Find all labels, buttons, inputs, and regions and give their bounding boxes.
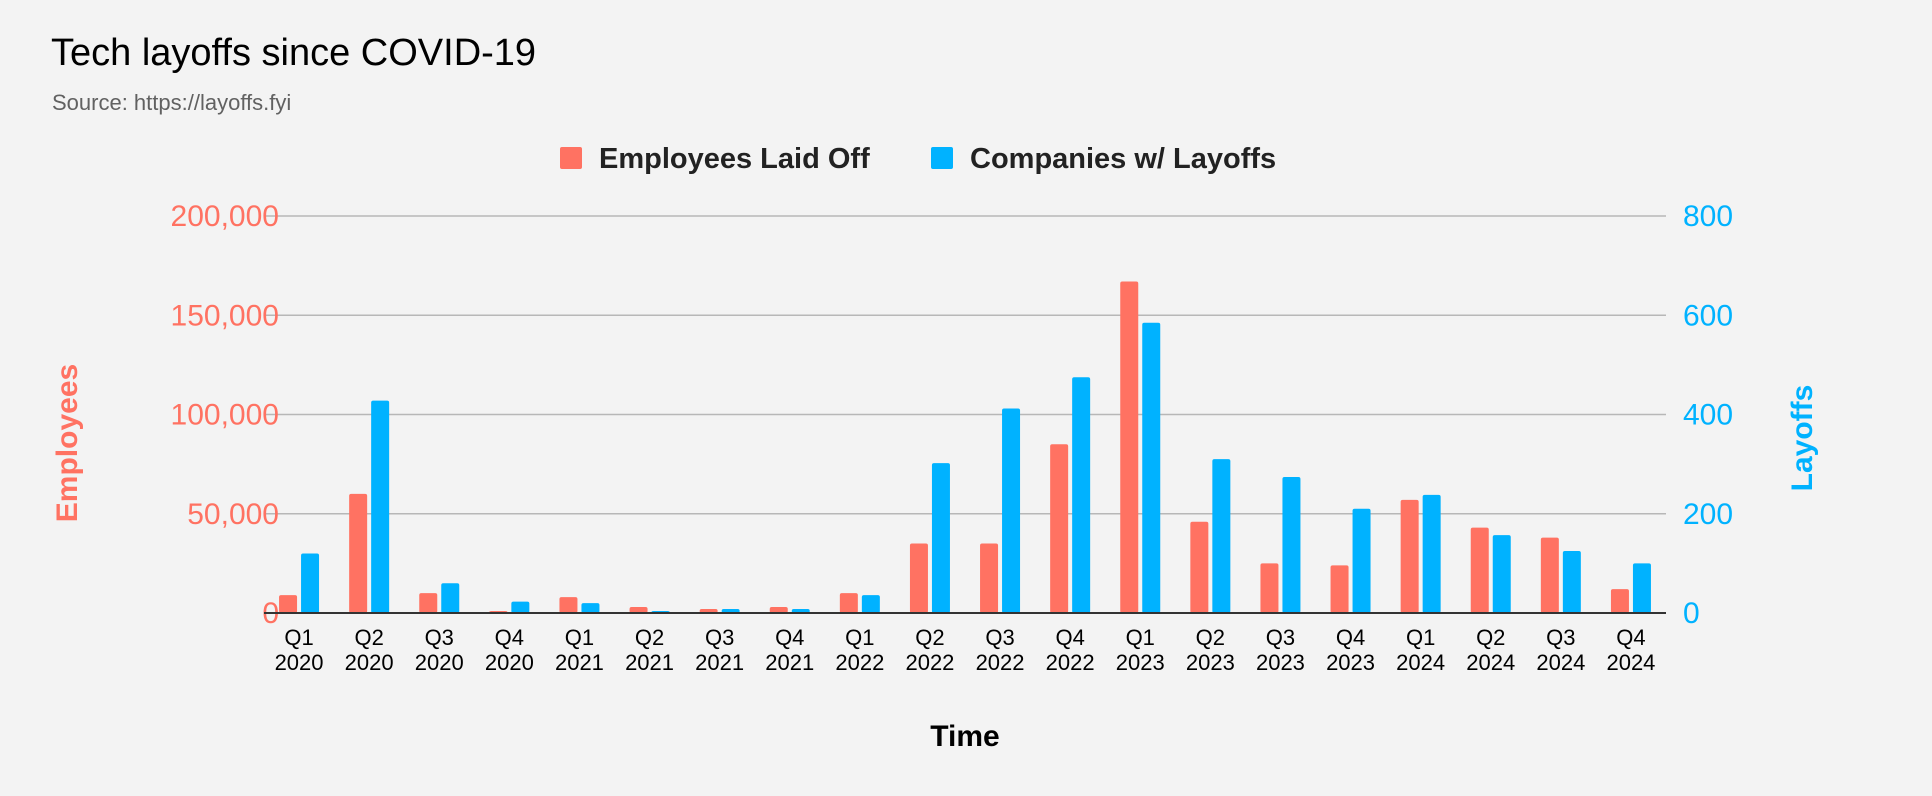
companies-bar xyxy=(931,463,950,613)
right-axis-tick-label: 600 xyxy=(1683,299,1733,332)
employees-bar xyxy=(419,593,438,613)
x-axis-tick-label-year: 2023 xyxy=(1186,650,1235,675)
x-axis-tick-label-year: 2024 xyxy=(1396,650,1445,675)
right-axis-tick-label: 200 xyxy=(1683,498,1733,531)
x-axis-tick-label-year: 2021 xyxy=(555,650,604,675)
x-axis-tick-label: Q4 xyxy=(775,625,804,650)
left-axis-tick-label: 50,000 xyxy=(187,498,279,531)
x-axis-tick-label: Q3 xyxy=(1266,625,1295,650)
right-axis-tick-label: 800 xyxy=(1683,200,1733,233)
employees-bar xyxy=(839,593,858,613)
companies-bar xyxy=(441,583,460,613)
legend-swatch-employees xyxy=(560,147,582,169)
companies-bar xyxy=(1422,494,1441,613)
x-axis-tick-label-year: 2022 xyxy=(835,650,884,675)
left-axis-tick-label: 200,000 xyxy=(171,200,279,233)
x-axis-tick-label-year: 2021 xyxy=(695,650,744,675)
companies-bar xyxy=(581,603,600,613)
x-axis-tick-label: Q3 xyxy=(1546,625,1575,650)
x-axis-tick-label-year: 2024 xyxy=(1466,650,1515,675)
companies-bar xyxy=(1002,408,1021,613)
employees-bar xyxy=(1610,589,1629,613)
right-axis-tick-label: 400 xyxy=(1683,399,1733,432)
companies-bar xyxy=(1212,459,1231,613)
employees-bar xyxy=(279,595,298,613)
employees-bar xyxy=(1260,563,1279,613)
x-axis-tick-label-year: 2024 xyxy=(1536,650,1585,675)
x-axis-tick-label-year: 2022 xyxy=(905,650,954,675)
companies-bar xyxy=(1492,535,1511,613)
chart-title: Tech layoffs since COVID-19 xyxy=(51,32,537,74)
companies-bar xyxy=(1142,322,1161,613)
companies-bar xyxy=(1562,550,1581,613)
employees-bar xyxy=(1540,537,1559,613)
x-axis-tick-label: Q4 xyxy=(1336,625,1365,650)
left-axis-tick-label: 100,000 xyxy=(171,399,279,432)
employees-bar xyxy=(1120,281,1139,613)
companies-bar xyxy=(1632,563,1651,613)
employees-bar xyxy=(909,543,928,613)
right-axis-tick-label: 0 xyxy=(1683,597,1700,630)
companies-bar xyxy=(1282,477,1301,613)
employees-bar xyxy=(629,607,648,613)
x-axis-tick-label: Q1 xyxy=(845,625,874,650)
x-axis-tick-label: Q1 xyxy=(1126,625,1155,650)
companies-bar xyxy=(371,400,390,613)
x-axis-tick-label-year: 2020 xyxy=(415,650,464,675)
x-axis-tick-label: Q4 xyxy=(1055,625,1084,650)
employees-bar xyxy=(1050,444,1069,613)
x-axis-tick-label: Q3 xyxy=(705,625,734,650)
companies-bar xyxy=(1072,377,1091,613)
x-axis-tick-label: Q2 xyxy=(354,625,383,650)
companies-bar xyxy=(1352,508,1371,613)
x-axis-tick-label: Q2 xyxy=(635,625,664,650)
employees-bar xyxy=(980,543,999,613)
legend-label-companies: Companies w/ Layoffs xyxy=(970,143,1276,175)
companies-bar xyxy=(511,601,530,613)
legend-label-employees: Employees Laid Off xyxy=(599,143,870,175)
x-axis-tick-label: Q2 xyxy=(915,625,944,650)
x-axis-tick-label: Q1 xyxy=(565,625,594,650)
chart-subtitle: Source: https://layoffs.fyi xyxy=(52,90,292,115)
x-axis-tick-label-year: 2024 xyxy=(1606,650,1655,675)
x-axis-tick-label: Q3 xyxy=(425,625,454,650)
companies-bar xyxy=(861,595,880,613)
employees-bar xyxy=(1470,527,1489,613)
left-axis-title: Employees xyxy=(51,364,84,522)
x-axis-tick-label-year: 2020 xyxy=(345,650,394,675)
gridlines xyxy=(264,215,1666,515)
x-axis-tick-label-year: 2023 xyxy=(1116,650,1165,675)
employees-bar xyxy=(349,493,368,613)
x-axis-tick-label-year: 2020 xyxy=(485,650,534,675)
x-axis-tick-label: Q2 xyxy=(1196,625,1225,650)
x-axis-tick-label: Q1 xyxy=(284,625,313,650)
employees-bar xyxy=(1190,521,1209,613)
x-axis-title: Time xyxy=(930,720,999,753)
x-axis-tick-label-year: 2021 xyxy=(765,650,814,675)
left-axis-tick-label: 150,000 xyxy=(171,299,279,332)
x-axis-tick-label: Q4 xyxy=(1616,625,1645,650)
x-axis-tick-label: Q2 xyxy=(1476,625,1505,650)
x-axis-tick-label-year: 2022 xyxy=(1046,650,1095,675)
x-axis-tick-label: Q1 xyxy=(1406,625,1435,650)
employees-bar xyxy=(559,597,578,613)
legend-swatch-companies xyxy=(931,147,953,169)
x-axis-tick-label-year: 2021 xyxy=(625,650,674,675)
x-axis-tick-label-year: 2020 xyxy=(275,650,324,675)
bars xyxy=(279,281,1651,613)
x-axis-tick-label-year: 2023 xyxy=(1256,650,1305,675)
x-axis-tick-label-year: 2022 xyxy=(976,650,1025,675)
x-axis-tick-label: Q4 xyxy=(495,625,524,650)
legend: Employees Laid Off Companies w/ Layoffs xyxy=(560,143,1276,175)
x-axis-tick-label-year: 2023 xyxy=(1326,650,1375,675)
right-axis-title: Layoffs xyxy=(1786,385,1819,492)
companies-bar xyxy=(301,553,320,613)
employees-bar xyxy=(1400,499,1419,613)
employees-bar xyxy=(1330,565,1349,613)
employees-bar xyxy=(769,607,788,613)
axes: 200,000 800 150,000 600 100,000 400 50,000 200 0… xyxy=(51,200,1819,753)
x-axis-tick-label: Q3 xyxy=(985,625,1014,650)
